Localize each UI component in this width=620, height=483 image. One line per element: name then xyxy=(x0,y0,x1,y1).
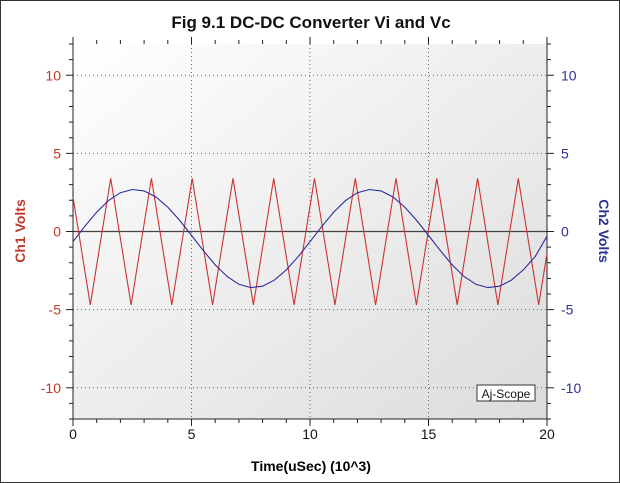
series-ch1-line xyxy=(72,178,548,305)
y-tick-label-right: 10 xyxy=(561,67,577,83)
y-tick-label-right: -10 xyxy=(561,380,581,396)
x-tick-label: 20 xyxy=(539,426,555,442)
watermark-box xyxy=(476,384,536,402)
x-tick-label: 10 xyxy=(302,426,318,442)
y-tick-label-left: 5 xyxy=(53,145,61,161)
x-axis-label: Time(uSec) (10^3) xyxy=(251,458,371,474)
y-tick-label-right: 0 xyxy=(561,224,569,240)
watermark: Aj-Scope xyxy=(482,387,531,401)
x-tick-label: 15 xyxy=(421,426,437,442)
y-tick-label-right: -5 xyxy=(561,302,574,318)
y-axis-label-right: Ch2 Volts xyxy=(596,199,612,263)
y-tick-label-left: 0 xyxy=(53,224,61,240)
y-tick-label-right: 5 xyxy=(561,145,569,161)
chart-title: Fig 9.1 DC-DC Converter Vi and Vc xyxy=(171,13,450,32)
y-tick-label-left: 10 xyxy=(45,67,61,83)
y-tick-label-left: -10 xyxy=(41,380,61,396)
x-tick-label: 5 xyxy=(188,426,196,442)
y-axis-label-left: Ch1 Volts xyxy=(12,199,28,263)
x-tick-label: 0 xyxy=(69,426,77,442)
series-ch2-line xyxy=(72,188,548,289)
y-tick-label-left: -5 xyxy=(49,302,62,318)
